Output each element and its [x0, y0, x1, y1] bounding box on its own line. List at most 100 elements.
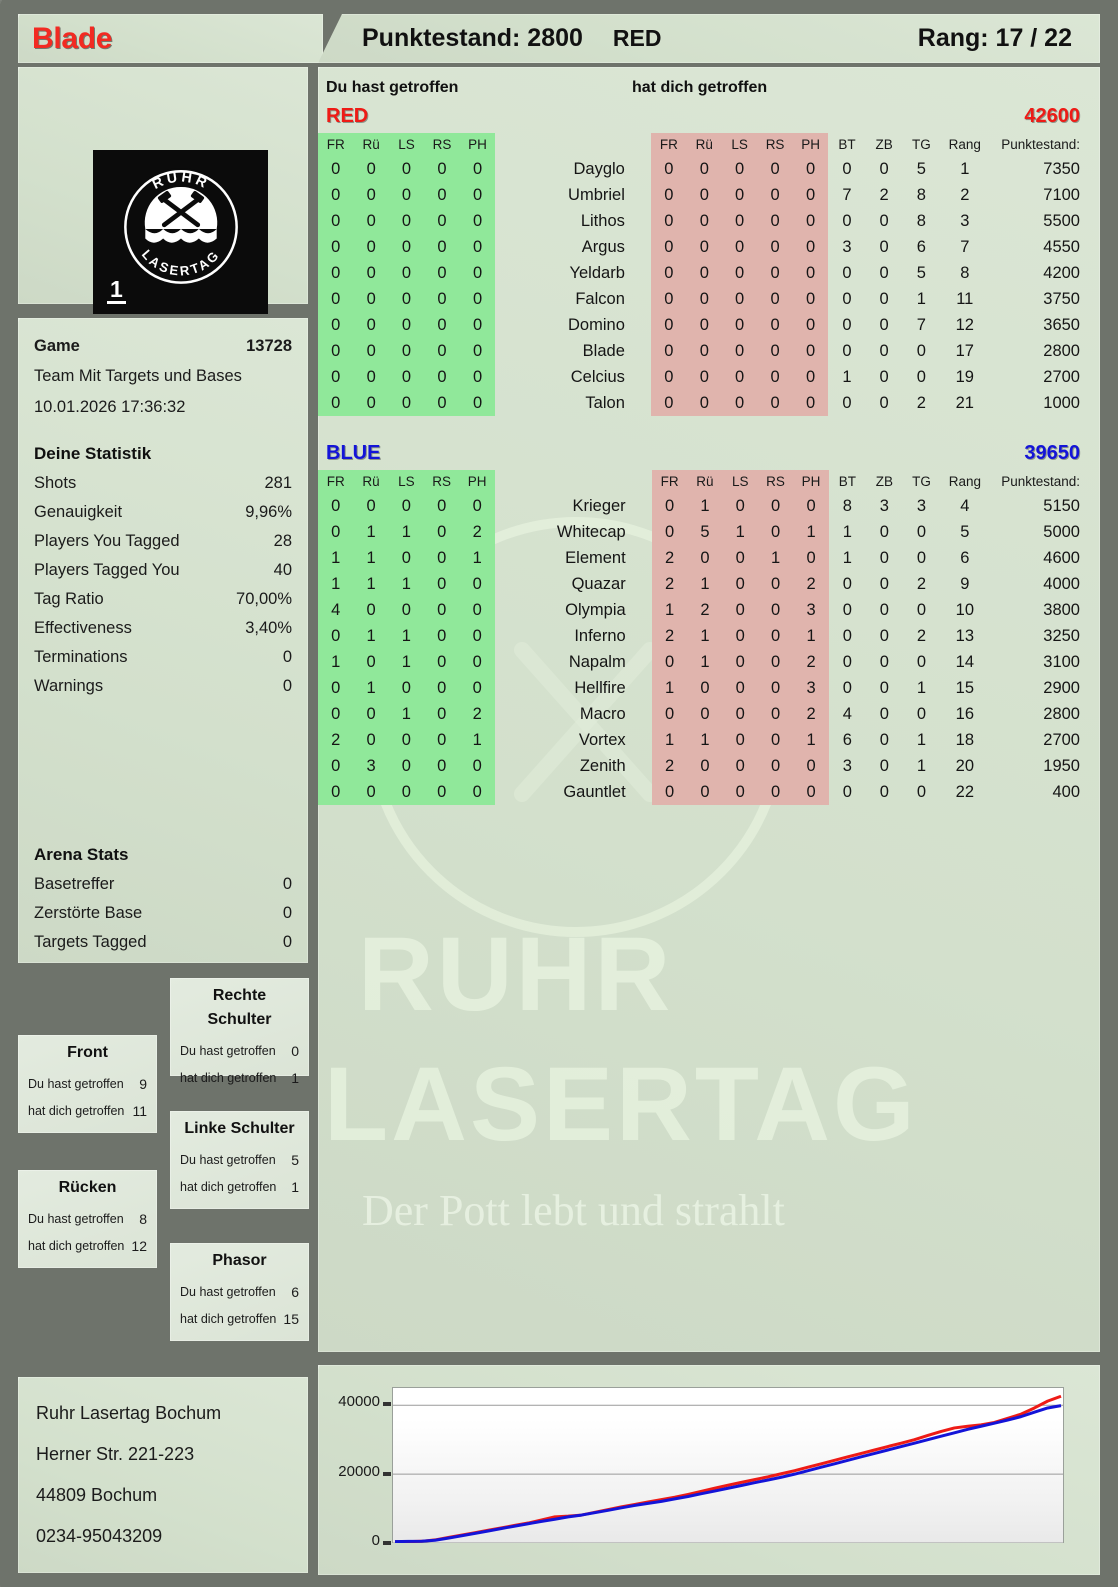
cell-hit-you: 0: [686, 338, 722, 364]
cell-you-hit: 0: [318, 338, 354, 364]
cell-you-hit: 0: [353, 779, 389, 805]
cell-hit-you: 0: [721, 182, 758, 208]
venue-info-line: 44809 Bochum: [36, 1485, 158, 1505]
col-header-zb: ZB: [875, 474, 893, 489]
cell-hit-you: 0: [722, 675, 758, 701]
cell-hit-you: 0: [651, 286, 687, 312]
chart-series-red: [395, 1396, 1061, 1542]
cell-you-hit: 0: [318, 390, 354, 416]
cell-bt: 0: [842, 393, 852, 412]
hitbox-front: Front Du hast getroffen 9 hat dich getro…: [18, 1035, 157, 1133]
cell-tg: 1: [916, 678, 927, 697]
arena-stat-value: 0: [282, 904, 292, 922]
cell-you-hit: 0: [353, 493, 389, 519]
cell-hit-you: 0: [686, 182, 722, 208]
cell-gap: [640, 675, 652, 701]
cell-hit-you: 0: [651, 234, 687, 260]
table-header-row: FR Rü LS RS PH FR Rü LS RS PH BT ZB TG Rang Punktestan…: [318, 470, 1100, 493]
spacer: [34, 423, 292, 439]
hitbox-left-shoulder: Linke Schulter Du hast getroffen 5 hat d…: [170, 1111, 309, 1209]
cell-gap: [640, 545, 652, 571]
cell-you-hit: 0: [353, 208, 389, 234]
cell-zb: 0: [879, 730, 889, 749]
cell-you-hit: 0: [388, 753, 424, 779]
cell-rang: 21: [955, 393, 974, 412]
cell-hit-you: 5: [687, 519, 723, 545]
cell-hit-you: 0: [757, 312, 793, 338]
cell-hit-you: 0: [792, 286, 829, 312]
cell-hit-you: 0: [757, 493, 794, 519]
cell-you-hit: 0: [388, 727, 424, 753]
cell-hit-you: 0: [721, 156, 758, 182]
cell-hit-you: 0: [757, 675, 794, 701]
hitbox-hit-you-label: hat dich getroffen: [180, 1180, 277, 1194]
cell-hit-you: 1: [651, 727, 688, 753]
cell-you-hit: 0: [318, 753, 354, 779]
arena-stats-block: Arena Stats Basetreffer 0 Zerstörte Base 0 T…: [34, 840, 292, 957]
cell-bt: 8: [842, 496, 852, 515]
cell-rang: 5: [960, 522, 970, 541]
cell-you-hit: 1: [388, 701, 424, 727]
cell-you-hit: 0: [423, 649, 460, 675]
cell-zb: 0: [879, 574, 889, 593]
cell-hit-you: 0: [792, 208, 829, 234]
table-row: 0 1 1 0 2 Whitecap 0 5 1 0 1 1 0 0 5 5000: [318, 519, 1100, 545]
col-header-them-RS: RS: [757, 470, 794, 493]
hitbox-title: Rechte Schulter: [207, 987, 272, 1028]
table-row: 0 0 0 0 0 Blade 0 0 0 0 0 0 0 0 17 2800: [318, 338, 1100, 364]
table-row: 0 0 0 0 0 Dayglo 0 0 0 0 0 0 0 5 1 7350: [318, 156, 1100, 182]
cell-you-hit: 0: [318, 234, 354, 260]
cell-score: 2800: [1043, 341, 1080, 360]
cell-score: 2800: [1043, 704, 1080, 723]
cell-hit-you: 0: [721, 390, 758, 416]
cell-you-hit: 0: [318, 519, 354, 545]
col-header-bt: BT: [838, 474, 856, 489]
hitbox-you-hit-row: Du hast getroffen 0: [180, 1043, 299, 1059]
table-row: 0 0 1 0 2 Macro 0 0 0 0 2 4 0 0 16 2800: [318, 701, 1100, 727]
cell-gap: [639, 156, 651, 182]
cell-you-hit: 1: [353, 623, 389, 649]
cell-zb: 0: [879, 704, 889, 723]
cell-you-hit: 2: [318, 727, 354, 753]
cell-hit-you: 0: [651, 519, 688, 545]
page-title: Blade: [32, 22, 113, 55]
cell-you-hit: 1: [353, 545, 389, 571]
cell-hit-you: 0: [722, 727, 758, 753]
cell-rang: 12: [955, 315, 974, 334]
cell-tg: 2: [916, 574, 927, 593]
col-header-you-PH: PH: [459, 133, 496, 156]
cell-score: 3250: [1043, 626, 1080, 645]
cell-rang: 6: [960, 548, 970, 567]
cell-gap: [639, 312, 651, 338]
cell-tg: 2: [916, 626, 927, 645]
hitbox-you-hit-value: 0: [291, 1043, 299, 1059]
arena-stats-list: Basetreffer 0 Zerstörte Base 0 Targets Tagge…: [34, 870, 292, 957]
cell-score: 4200: [1043, 263, 1080, 282]
cell-zb: 0: [879, 522, 889, 541]
team-total-score: 39650: [1024, 442, 1080, 464]
col-header-them-LS: LS: [721, 133, 758, 156]
col-header-player: [495, 470, 640, 493]
cell-zb: 0: [879, 237, 889, 256]
stat-row: Effectiveness 3,40%: [34, 614, 292, 643]
cell-hit-you: 1: [793, 519, 829, 545]
cell-gap: [640, 493, 652, 519]
cell-hit-you: 0: [793, 545, 829, 571]
cell-hit-you: 0: [687, 753, 723, 779]
table-row: 2 0 0 0 1 Vortex 1 1 0 0 1 6 0 1 18 2700: [318, 727, 1100, 753]
cell-you-hit: 1: [388, 519, 424, 545]
cell-you-hit: 0: [388, 260, 425, 286]
cell-hit-you: 0: [757, 234, 793, 260]
stat-row: Genauigkeit 9,96%: [34, 498, 292, 527]
cell-you-hit: 0: [459, 493, 495, 519]
cell-you-hit: 0: [459, 571, 495, 597]
player-name-panel: [18, 14, 323, 63]
cell-hit-you: 0: [651, 260, 687, 286]
cell-you-hit: 0: [388, 338, 425, 364]
cell-hit-you: 2: [793, 649, 829, 675]
hitbox-hit-you-label: hat dich getroffen: [180, 1071, 277, 1085]
cell-rang: 9: [960, 574, 970, 593]
cell-zb: 0: [879, 393, 889, 412]
cell-you-hit: 0: [318, 701, 354, 727]
cell-gap: [640, 701, 652, 727]
